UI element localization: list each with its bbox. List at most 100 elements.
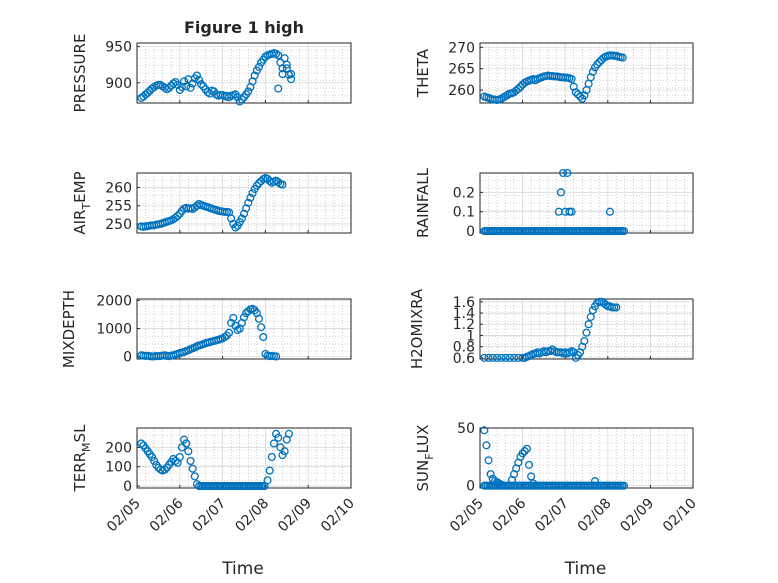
subplot-rainfall: 0 0.1 0.2 RAINFALL: [414, 167, 694, 240]
ytick-label: 1.6: [453, 295, 475, 311]
data-point: [601, 300, 610, 309]
data-point: [192, 71, 201, 80]
data-point: [484, 456, 493, 465]
data-point: [254, 314, 264, 323]
data-point: [278, 451, 287, 460]
plot-area: [480, 173, 693, 233]
grid: [137, 428, 351, 488]
subplot-mixdepth: 0 1000 2000 MIXDEPTH: [60, 290, 352, 368]
data-point: [287, 70, 296, 79]
ytick-label: 270: [448, 40, 475, 56]
data-point: [588, 67, 597, 76]
data-point: [514, 84, 523, 93]
data-point: [510, 353, 519, 362]
xlabel: Time: [221, 559, 264, 579]
data-point: [582, 328, 591, 337]
subplot-grid: 900 950 Figure 1 high PRESSURE 260 265 270 THET…: [60, 18, 700, 579]
data-point: [492, 353, 502, 362]
ytick-label: 0.8: [453, 340, 475, 356]
data-point: [165, 83, 174, 92]
grid: [480, 173, 693, 233]
ytick-label: 0.6: [453, 351, 475, 367]
data-point: [235, 97, 244, 106]
data-point: [197, 80, 206, 89]
data-point: [482, 441, 491, 450]
ytick-label: 950: [105, 40, 132, 56]
data-point: [173, 80, 182, 89]
grid: [137, 299, 351, 359]
data-point: [593, 60, 602, 69]
data-point: [567, 207, 576, 216]
data-point: [571, 88, 580, 97]
ylabel: SUNFLUX: [414, 425, 436, 492]
ytick-label: 100: [105, 460, 132, 476]
subplot-theta: 260 265 270 THETA: [414, 40, 694, 105]
data-point: [254, 62, 264, 71]
grid: [480, 43, 693, 103]
data-point: [505, 353, 514, 362]
data-point: [280, 447, 289, 456]
data-point: [246, 193, 255, 202]
ylabel: PRESSURE: [71, 34, 89, 113]
ytick-label: 260: [448, 83, 475, 99]
chart-title: Figure 1 high: [184, 18, 304, 37]
ytick-label: 50: [457, 421, 475, 437]
data-point: [190, 472, 199, 481]
data-point: [580, 91, 589, 100]
ytick-label: 0: [123, 479, 132, 495]
ytick-label: 0.2: [453, 185, 475, 201]
series-markers: [480, 297, 621, 362]
data-point: [518, 449, 527, 458]
data-point: [252, 181, 261, 190]
ytick-label: 0: [123, 350, 132, 366]
axis-box: [479, 427, 694, 489]
data-point: [480, 426, 489, 435]
data-point: [169, 79, 178, 88]
data-point: [239, 313, 249, 322]
ytick-label: 900: [105, 76, 132, 92]
plot-area: [137, 428, 351, 488]
ytick-label: 1.4: [453, 306, 475, 322]
data-point: [261, 52, 270, 61]
data-point: [267, 452, 276, 462]
subplot-pressure: 900 950 Figure 1 high PRESSURE: [71, 18, 352, 113]
axis-box: [479, 298, 694, 360]
data-point: [284, 429, 293, 438]
data-point: [484, 353, 493, 362]
ytick-label: 0.1: [453, 205, 475, 221]
data-point: [237, 214, 246, 223]
data-point: [497, 353, 506, 362]
ylabel: MIXDEPTH: [60, 290, 78, 368]
data-point: [269, 439, 279, 448]
ytick-label: 0: [466, 479, 475, 495]
plot-area: [137, 43, 351, 103]
plot-area: [137, 299, 351, 359]
ytick-label: 255: [105, 199, 132, 215]
data-point: [618, 53, 627, 62]
data-point: [595, 58, 604, 67]
series-markers: [137, 174, 287, 232]
axis-box: [136, 172, 352, 234]
ytick-label: 2000: [96, 293, 132, 309]
ytick-label: 200: [105, 440, 132, 456]
data-point: [559, 168, 568, 178]
grid: [480, 299, 693, 359]
data-point: [272, 429, 281, 438]
series-markers: [137, 49, 296, 106]
ytick-label: 1000: [96, 322, 132, 338]
ylabel: RAINFALL: [414, 167, 432, 238]
data-point: [263, 174, 272, 183]
ytick-label: 260: [105, 181, 132, 197]
series-markers: [137, 429, 293, 491]
data-point: [186, 456, 195, 465]
data-point: [272, 352, 281, 361]
data-point: [224, 93, 234, 102]
ylabel: AIRTEMP: [71, 171, 93, 234]
data-point: [272, 49, 281, 58]
data-point: [619, 227, 629, 236]
subplot-air_temp: 250 255 260 AIRTEMP: [71, 171, 352, 235]
data-point: [224, 328, 234, 337]
data-point: [278, 70, 287, 79]
data-point: [567, 74, 576, 84]
